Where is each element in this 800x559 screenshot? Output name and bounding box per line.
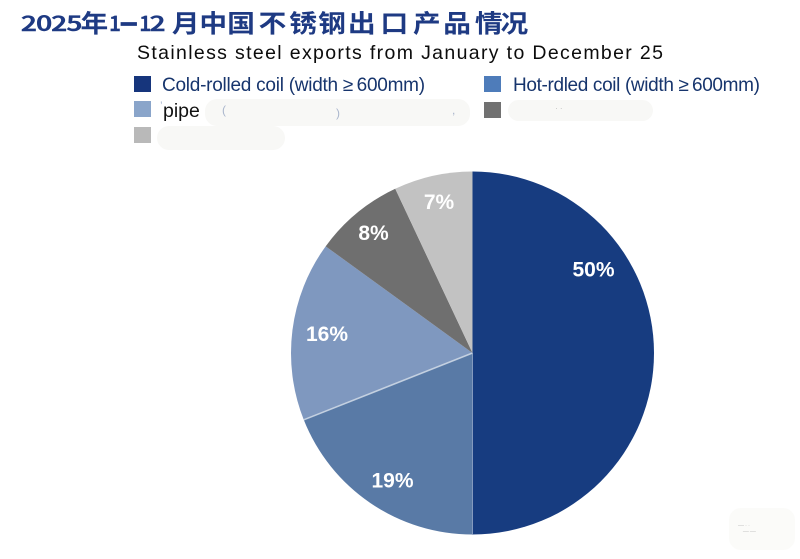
svg-text:50%: 50%	[572, 259, 614, 282]
svg-text:19%: 19%	[371, 470, 413, 493]
svg-text:8%: 8%	[358, 222, 389, 245]
svg-text:7%: 7%	[424, 191, 455, 214]
svg-text:16%: 16%	[306, 323, 348, 346]
